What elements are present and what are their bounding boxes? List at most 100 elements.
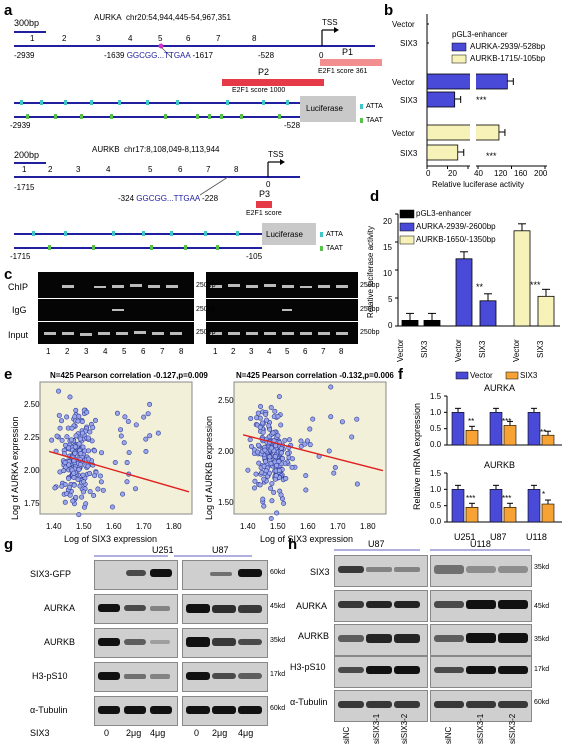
- c-size-input-right: 250bp: [360, 329, 380, 336]
- e-left-point: [99, 450, 105, 456]
- aurkb-zero: 0: [266, 180, 271, 189]
- aurka-pos-8: 8: [252, 34, 257, 43]
- e-right-point: [275, 433, 281, 439]
- e-right-point: [307, 442, 313, 448]
- b-row-4: Vector: [392, 129, 415, 138]
- c-lane-r6: 6: [303, 347, 308, 356]
- aurkb-p3: P3: [259, 189, 271, 199]
- b-legend-swatch-1: [451, 54, 467, 64]
- g-six3-label: SIX3: [30, 728, 50, 738]
- e-left-xtick-4: 1.80: [166, 522, 182, 531]
- h-kd-0: 35kd: [534, 564, 550, 571]
- aurka-p2-score: E2F1 score 1000: [232, 87, 286, 94]
- d-legend-1: AURKA-2939/-2600bp: [416, 222, 496, 231]
- e-left-point: [70, 498, 76, 504]
- f-xtick-0: U251: [454, 532, 476, 542]
- e-left-point: [73, 433, 79, 439]
- aurkb-pos-7: 7: [206, 165, 211, 174]
- h-kd-4: 60kd: [534, 699, 550, 706]
- e-left-point: [87, 489, 93, 495]
- f-sig-bot-0: ***: [466, 494, 476, 503]
- g-kd-2: 35kd: [270, 637, 286, 644]
- e-left-point: [95, 486, 101, 492]
- b-xtick-2: 40: [474, 169, 483, 178]
- e-right-point: [255, 442, 261, 448]
- b-legend-0: AURKA-2939/-528bp: [470, 42, 546, 51]
- c-size-input-left: 250bp: [196, 329, 216, 336]
- e-left-point: [90, 425, 96, 431]
- e-right-point: [278, 492, 284, 498]
- e-right-point: [283, 475, 289, 481]
- d-legend-swatch-1: [399, 222, 415, 232]
- aurkb-pos-4: 4: [106, 165, 111, 174]
- e-left-xlabel: Log of SIX3 expression: [64, 534, 158, 544]
- panel-c-label: c: [4, 266, 13, 283]
- e-left-point: [120, 491, 126, 497]
- h-row-3: H3-pS10: [290, 662, 326, 672]
- e-right-point: [268, 515, 274, 521]
- e-left-point: [72, 414, 78, 420]
- e-right-point: [269, 481, 275, 487]
- e-left-point: [75, 477, 81, 483]
- aurkb-luciferase: Luciferase: [266, 230, 303, 239]
- f-bot-ytick-2: 1.0: [430, 485, 442, 494]
- c-size-igg-left: 250bp: [196, 306, 216, 313]
- e-right-point: [255, 410, 261, 416]
- e-left-point: [76, 512, 82, 518]
- e-right-point: [278, 422, 284, 428]
- aurkb-pos-2: 2: [48, 165, 53, 174]
- e-right-point: [247, 437, 253, 443]
- panel-g-label: g: [4, 536, 14, 553]
- d-sig-1: ***: [530, 280, 541, 290]
- b-sig-1: ***: [486, 151, 497, 161]
- e-left-point: [124, 479, 130, 485]
- e-left-ytick-3: 1.75: [24, 499, 40, 508]
- e-left-point: [72, 450, 78, 456]
- e-left-point: [62, 499, 68, 505]
- g-row-1: AURKA: [44, 603, 76, 613]
- c-lane-r2: 2: [231, 347, 236, 356]
- aurka-taat: TAAT: [366, 117, 383, 124]
- c-lane-l1: 1: [46, 347, 51, 356]
- aurka-scale: 300bp: [14, 18, 40, 28]
- e-right-point: [266, 470, 272, 476]
- b-legend-swatch-0: [451, 42, 467, 52]
- e-right-point: [261, 476, 267, 482]
- e-right-point: [268, 404, 274, 410]
- d-ytick-2: 10: [383, 269, 392, 278]
- e-left-point: [66, 445, 72, 451]
- e-left-point: [98, 479, 104, 485]
- d-ytick-4: 20: [383, 217, 392, 226]
- aurka-tss: TSS: [322, 18, 338, 27]
- e-right-point: [272, 454, 278, 460]
- g-row-0: SIX3-GFP: [30, 569, 72, 579]
- d-ytick-3: 15: [383, 243, 392, 252]
- h-lane-2: siSIX3-2: [400, 713, 409, 744]
- e-left-point: [86, 448, 92, 454]
- h-kd-3: 17kd: [534, 666, 550, 673]
- e-left-xtick-1: 1.50: [76, 522, 92, 531]
- f-top-ytick-2: 1.0: [430, 408, 442, 417]
- e-left-point: [92, 448, 98, 454]
- e-left-ytick-0: 2.50: [24, 400, 40, 409]
- e-left-xtick-3: 1.70: [136, 522, 152, 531]
- b-row-5: SIX3: [400, 149, 418, 158]
- e-left-point: [112, 460, 118, 466]
- aurka-pos-6: 6: [186, 34, 191, 43]
- panel-f-label: f: [398, 366, 403, 383]
- e-right-point: [275, 413, 281, 419]
- e-left-point: [143, 448, 149, 454]
- h-lane-0: siNC: [342, 726, 351, 744]
- e-left-point: [67, 484, 73, 490]
- e-left-point: [80, 430, 86, 436]
- g-dose-1: 2μg: [126, 728, 142, 738]
- e-right-point: [276, 468, 282, 474]
- c-lane-l7: 7: [160, 347, 165, 356]
- e-right-point: [262, 447, 268, 453]
- e-left-point: [62, 460, 68, 466]
- e-right-xtick-3: 1.70: [330, 522, 346, 531]
- aurkb-pos-6: 6: [178, 165, 183, 174]
- aurkb-tss: TSS: [268, 150, 284, 159]
- aurka-pos-528: -528: [258, 51, 275, 60]
